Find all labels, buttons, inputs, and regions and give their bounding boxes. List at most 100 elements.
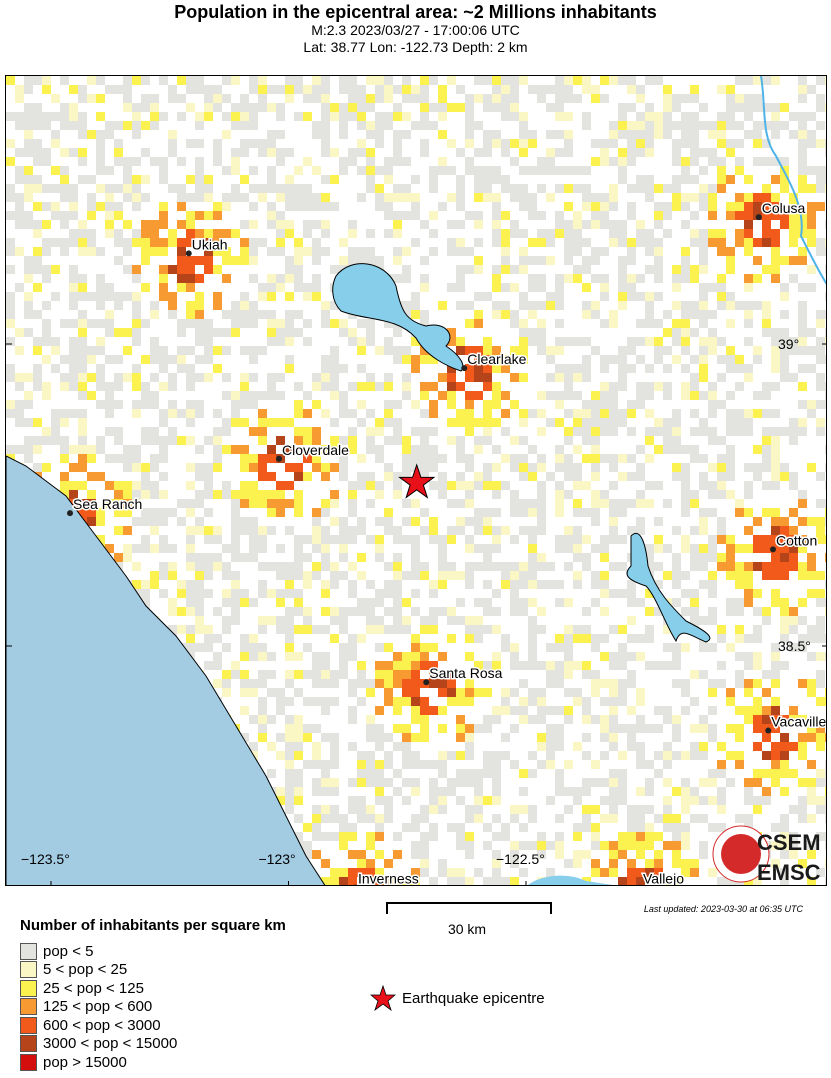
population-cell <box>357 796 366 805</box>
population-cell <box>519 76 528 85</box>
population-cell <box>672 148 681 157</box>
population-cell <box>708 823 717 832</box>
population-cell <box>258 706 267 715</box>
population-cell <box>762 796 771 805</box>
population-cell <box>663 814 672 823</box>
population-cell <box>699 373 708 382</box>
population-cell <box>771 247 780 256</box>
population-cell <box>357 526 366 535</box>
population-cell <box>411 544 420 553</box>
population-cell <box>681 445 690 454</box>
population-cell <box>114 508 123 517</box>
population-cell <box>402 472 411 481</box>
population-cell <box>753 589 762 598</box>
population-cell <box>366 625 375 634</box>
population-cell <box>375 166 384 175</box>
population-cell <box>258 193 267 202</box>
population-cell <box>195 157 204 166</box>
population-cell <box>591 490 600 499</box>
population-cell <box>132 490 141 499</box>
population-cell <box>294 787 303 796</box>
population-cell <box>681 382 690 391</box>
population-cell <box>429 211 438 220</box>
population-cell <box>483 517 492 526</box>
population-cell <box>141 175 150 184</box>
population-cell <box>582 427 591 436</box>
population-cell <box>510 508 519 517</box>
population-cell <box>564 337 573 346</box>
population-cell <box>285 94 294 103</box>
population-cell <box>384 688 393 697</box>
population-cell <box>141 580 150 589</box>
population-cell <box>348 508 357 517</box>
population-cell <box>456 202 465 211</box>
population-cell <box>645 481 654 490</box>
population-cell <box>159 247 168 256</box>
population-cell <box>744 661 753 670</box>
legend-item: pop > 15000 <box>20 1053 127 1071</box>
population-cell <box>132 265 141 274</box>
population-cell <box>276 274 285 283</box>
population-cell <box>744 481 753 490</box>
population-cell <box>627 211 636 220</box>
population-cell <box>96 274 105 283</box>
population-cell <box>735 157 744 166</box>
population-cell <box>375 490 384 499</box>
population-cell <box>258 697 267 706</box>
population-cell <box>573 265 582 274</box>
population-cell <box>681 274 690 283</box>
population-cell <box>825 238 826 247</box>
population-cell <box>213 652 222 661</box>
population-cell <box>429 355 438 364</box>
population-cell <box>798 742 807 751</box>
population-cell <box>213 679 222 688</box>
population-cell <box>195 472 204 481</box>
population-cell <box>699 841 708 850</box>
population-cell <box>411 634 420 643</box>
population-cell <box>150 94 159 103</box>
population-cell <box>474 805 483 814</box>
population-cell <box>753 607 762 616</box>
population-cell <box>807 625 816 634</box>
population-cell <box>690 274 699 283</box>
population-cell <box>420 814 429 823</box>
population-cell <box>699 544 708 553</box>
population-cell <box>546 130 555 139</box>
population-cell <box>375 418 384 427</box>
population-cell <box>654 355 663 364</box>
population-cell <box>24 445 33 454</box>
population-cell <box>609 121 618 130</box>
population-cell <box>456 868 465 877</box>
population-cell <box>519 679 528 688</box>
population-cell <box>393 526 402 535</box>
population-cell <box>501 481 510 490</box>
population-cell <box>321 625 330 634</box>
population-cell <box>726 445 735 454</box>
population-cell <box>609 517 618 526</box>
population-cell <box>159 490 168 499</box>
population-cell <box>78 319 87 328</box>
population-cell <box>150 481 159 490</box>
population-cell <box>555 103 564 112</box>
population-cell <box>690 238 699 247</box>
population-cell <box>609 679 618 688</box>
population-cell <box>762 229 771 238</box>
population-cell <box>429 679 438 688</box>
population-cell <box>519 571 528 580</box>
population-cell <box>501 76 510 85</box>
population-cell <box>618 166 627 175</box>
population-cell <box>753 472 762 481</box>
population-cell <box>780 661 789 670</box>
population-cell <box>348 148 357 157</box>
population-cell <box>582 553 591 562</box>
population-cell <box>105 220 114 229</box>
population-cell <box>249 220 258 229</box>
population-cell <box>222 625 231 634</box>
population-cell <box>708 409 717 418</box>
population-cell <box>582 877 591 885</box>
population-cell <box>492 778 501 787</box>
population-cell <box>681 301 690 310</box>
population-cell <box>546 85 555 94</box>
population-cell <box>312 94 321 103</box>
population-cell <box>654 544 663 553</box>
